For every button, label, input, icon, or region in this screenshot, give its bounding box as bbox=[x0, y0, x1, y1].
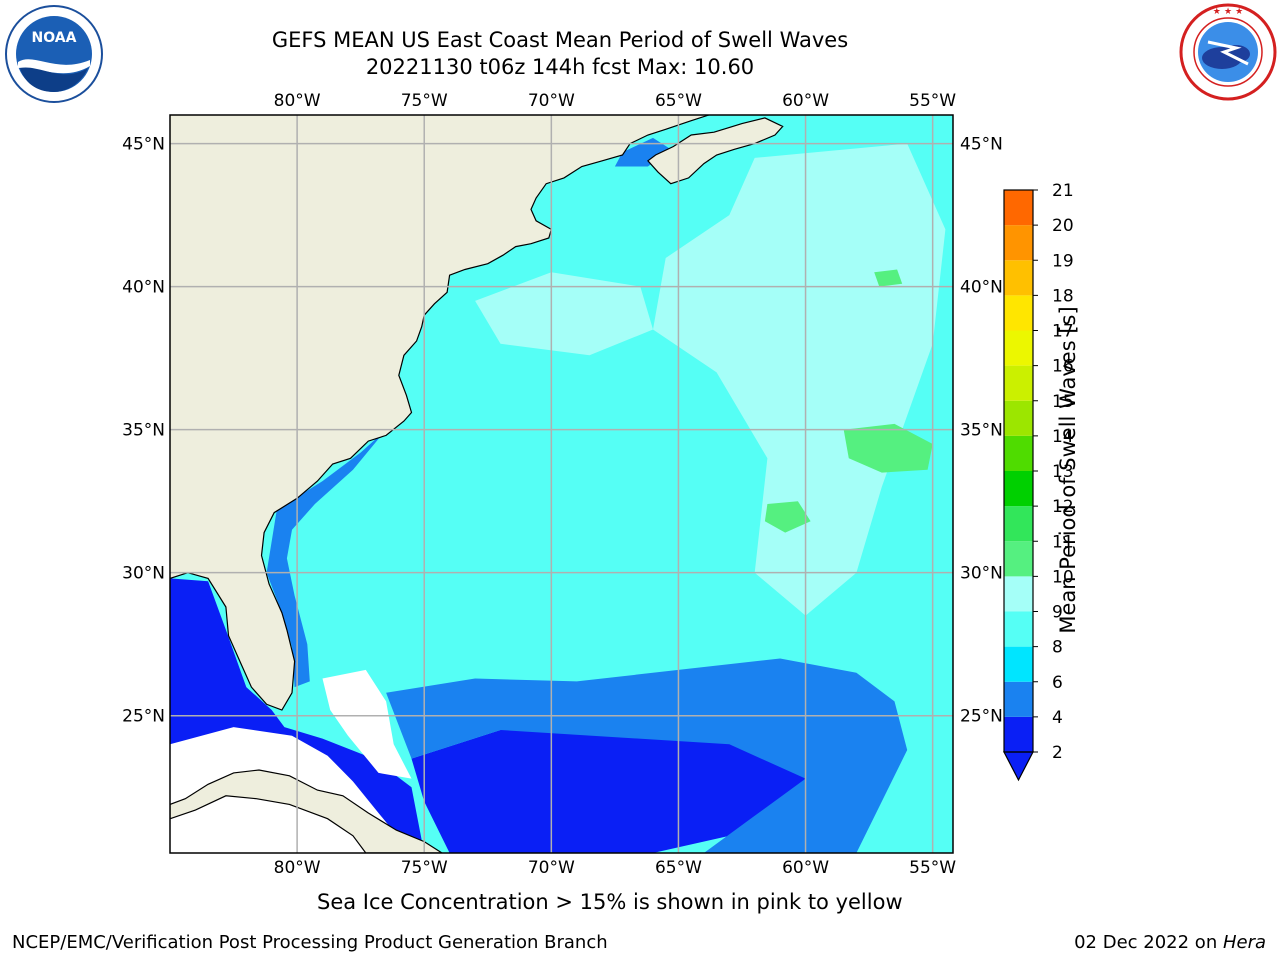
lat-tick-label-right: 30°N bbox=[960, 564, 1003, 584]
lon-tick-label-top: 55°W bbox=[909, 91, 956, 111]
light-cyan-east bbox=[653, 143, 946, 616]
colorbar-extend-arrow bbox=[1003, 751, 1034, 782]
lon-tick-label-top: 60°W bbox=[782, 91, 829, 111]
lat-tick-label-left: 30°N bbox=[122, 564, 165, 584]
lon-tick-label-top: 65°W bbox=[655, 91, 702, 111]
colorbar-tick-label: 20 bbox=[1052, 216, 1074, 236]
lat-tick-label-left: 25°N bbox=[122, 707, 165, 727]
lon-tick-label-top: 75°W bbox=[401, 91, 448, 111]
colorbar-tick-label: 8 bbox=[1052, 638, 1063, 658]
footer-machine: Hera bbox=[1222, 932, 1266, 953]
colorbar-tick-label: 15 bbox=[1052, 392, 1074, 412]
lat-tick-label-right: 45°N bbox=[960, 135, 1003, 155]
lat-tick-label-right: 25°N bbox=[960, 707, 1003, 727]
green-patch-east bbox=[843, 423, 933, 473]
colorbar-tick-label: 6 bbox=[1052, 673, 1063, 693]
colorbar-swatch bbox=[1004, 716, 1033, 752]
white-no-data-bahamas bbox=[322, 669, 412, 779]
map-subtitle: 20221130 t06z 144h fcst Max: 10.60 bbox=[365, 55, 755, 79]
footer-date: 02 Dec 2022 on Hera bbox=[1074, 932, 1266, 953]
colorbar-label: Mean Period of Swell Waves [s] bbox=[1056, 306, 1080, 634]
colorbar-swatch bbox=[1004, 541, 1033, 577]
footer-date-text: 02 Dec 2022 on bbox=[1074, 932, 1223, 953]
green-patch-southeast bbox=[764, 501, 811, 533]
colorbar-tick-label: 18 bbox=[1052, 286, 1074, 306]
colorbar-swatch bbox=[1004, 260, 1033, 296]
colorbar-tick-label: 16 bbox=[1052, 357, 1074, 377]
lon-tick-label-bottom: 75°W bbox=[401, 858, 448, 878]
colorbar-tick-label: 11 bbox=[1052, 532, 1074, 552]
colorbar-tick-label: 10 bbox=[1052, 567, 1074, 587]
map-frame bbox=[169, 114, 954, 854]
colorbar-tick-label: 13 bbox=[1052, 462, 1074, 482]
map-field bbox=[170, 115, 953, 853]
footer-credit: NCEP/EMC/Verification Post Processing Pr… bbox=[12, 932, 608, 953]
colorbar-tick-label: 9 bbox=[1052, 603, 1063, 623]
nws-ring-text: ★ ★ ★ bbox=[1213, 7, 1243, 17]
lon-tick-label-bottom: 80°W bbox=[274, 858, 321, 878]
colorbar-tick-label: 4 bbox=[1052, 708, 1063, 728]
lon-tick-label-bottom: 55°W bbox=[909, 858, 956, 878]
lat-tick-label-right: 35°N bbox=[960, 421, 1003, 441]
lon-tick-label-top: 70°W bbox=[528, 91, 575, 111]
colorbar-swatch bbox=[1004, 295, 1033, 331]
lon-tick-label-bottom: 70°W bbox=[528, 858, 575, 878]
colorbar-swatch bbox=[1004, 681, 1033, 717]
lat-tick-label-left: 35°N bbox=[122, 421, 165, 441]
colorbar-tick-label: 21 bbox=[1052, 181, 1074, 201]
colorbar-swatch bbox=[1004, 576, 1033, 612]
colorbar-swatch bbox=[1004, 330, 1033, 366]
green-patch-northeast bbox=[874, 269, 903, 287]
colorbar-tick-label: 19 bbox=[1052, 251, 1074, 271]
colorbar-tick-label: 14 bbox=[1052, 427, 1074, 447]
colorbar-swatch bbox=[1004, 435, 1033, 471]
colorbar-tick-label: 12 bbox=[1052, 497, 1074, 517]
lat-tick-label-right: 40°N bbox=[960, 278, 1003, 298]
colorbar-swatch bbox=[1004, 506, 1033, 542]
colorbar-swatch bbox=[1004, 611, 1033, 647]
colorbar-swatch bbox=[1004, 400, 1033, 436]
colorbar-swatch bbox=[1004, 225, 1033, 261]
land-north-america bbox=[170, 115, 710, 711]
royal-blue-band bbox=[386, 658, 908, 853]
colorbar-tick-label: 17 bbox=[1052, 322, 1074, 342]
colorbar-swatch bbox=[1004, 471, 1033, 507]
lat-tick-label-left: 40°N bbox=[122, 278, 165, 298]
map-title: GEFS MEAN US East Coast Mean Period of S… bbox=[271, 28, 849, 52]
light-cyan-mid bbox=[475, 272, 653, 356]
noaa-logo: NOAA bbox=[5, 5, 103, 103]
nws-logo: ★ ★ ★ bbox=[1179, 3, 1277, 101]
colorbar-tick-label: 2 bbox=[1052, 743, 1063, 763]
noaa-logo-text: NOAA bbox=[32, 30, 77, 46]
lon-tick-label-bottom: 60°W bbox=[782, 858, 829, 878]
colorbar-swatch bbox=[1004, 190, 1033, 226]
lat-tick-label-left: 45°N bbox=[122, 135, 165, 155]
colorbar-swatch bbox=[1004, 646, 1033, 682]
lon-tick-label-bottom: 65°W bbox=[655, 858, 702, 878]
lon-tick-label-top: 80°W bbox=[274, 91, 321, 111]
land-nova-scotia bbox=[647, 117, 784, 185]
colorbar-swatch bbox=[1004, 365, 1033, 401]
sea-ice-note: Sea Ice Concentration > 15% is shown in … bbox=[317, 890, 903, 914]
